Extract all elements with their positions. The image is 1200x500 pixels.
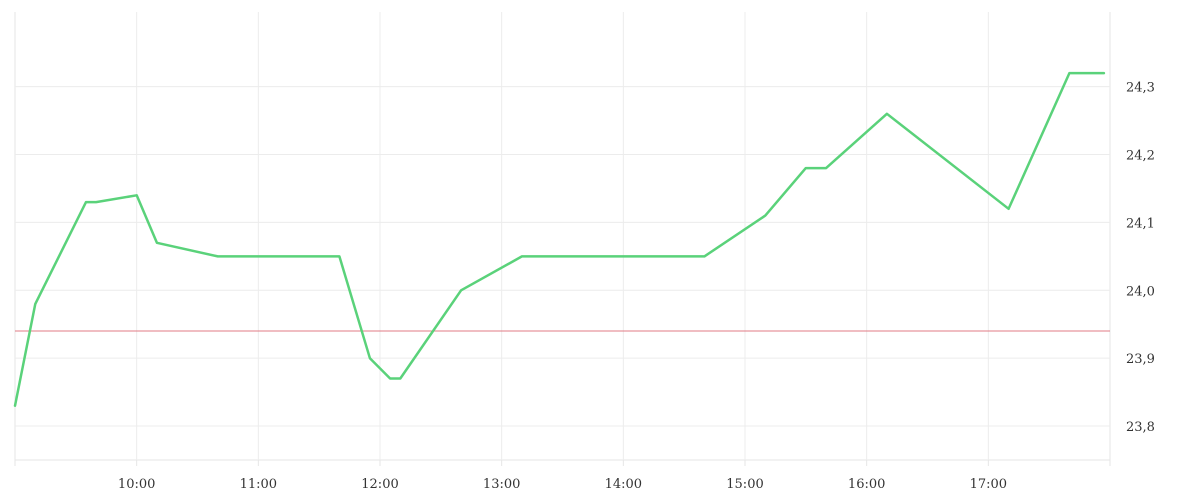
x-tick-label: 17:00 bbox=[970, 477, 1007, 492]
y-tick-label: 24,0 bbox=[1126, 284, 1155, 299]
x-tick-label: 10:00 bbox=[118, 477, 155, 492]
y-tick-label: 24,3 bbox=[1126, 81, 1155, 96]
grid bbox=[14, 12, 1111, 461]
series-line bbox=[13, 71, 1106, 407]
x-axis: 10:00 11:00 12:00 13:00 14:00 15:00 16:00 17:00 bbox=[14, 460, 1111, 492]
y-tick-label: 24,1 bbox=[1126, 216, 1155, 231]
y-axis: 23,8 23,9 24,0 24,1 24,2 24,3 bbox=[1126, 81, 1155, 435]
x-tick-label: 15:00 bbox=[726, 477, 763, 492]
y-tick-label: 24,2 bbox=[1126, 149, 1155, 164]
x-tick-label: 14:00 bbox=[605, 477, 642, 492]
x-tick-label: 16:00 bbox=[848, 477, 885, 492]
series-group bbox=[13, 71, 1106, 407]
x-tick-label: 11:00 bbox=[240, 477, 277, 492]
x-tick-label: 13:00 bbox=[483, 477, 520, 492]
x-tick-label: 12:00 bbox=[361, 477, 398, 492]
y-tick-label: 23,9 bbox=[1126, 352, 1155, 367]
y-tick-label: 23,8 bbox=[1126, 420, 1155, 435]
